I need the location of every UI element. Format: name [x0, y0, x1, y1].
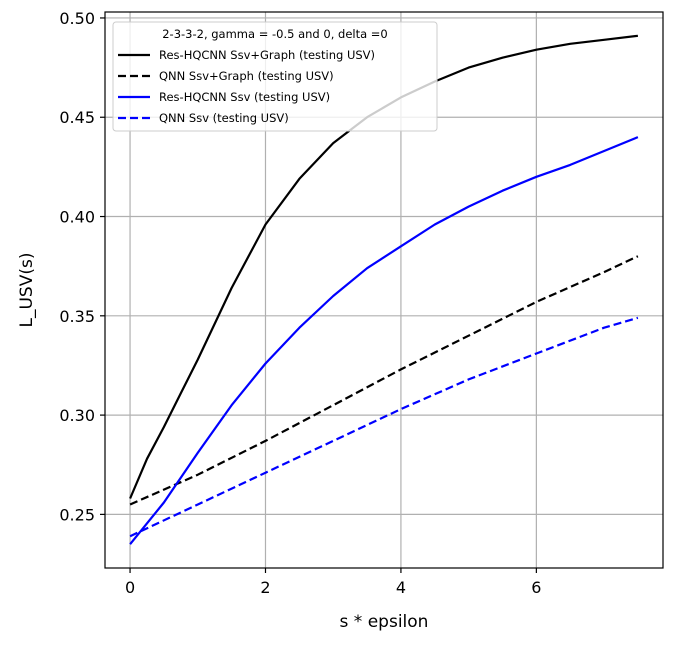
y-tick-label: 0.35: [59, 307, 95, 326]
x-tick-label: 0: [125, 578, 135, 597]
y-axis-title: L_USV(s): [17, 253, 37, 328]
legend-label: QNN Ssv (testing USV): [159, 111, 289, 125]
y-tick-label: 0.25: [59, 505, 95, 524]
legend-label: Res-HQCNN Ssv+Graph (testing USV): [159, 48, 375, 62]
y-tick-label: 0.40: [59, 208, 95, 227]
x-axis-title: s * epsilon: [340, 612, 429, 632]
x-tick-label: 2: [260, 578, 270, 597]
legend: 2-3-3-2, gamma = -0.5 and 0, delta =0 Re…: [112, 21, 438, 132]
y-tick-label: 0.50: [59, 9, 95, 28]
ticks: 0 2 4 6 0.25 0.30 0.35 0.40 0.45 0.50: [59, 9, 541, 597]
y-tick-label: 0.30: [59, 406, 95, 425]
x-tick-label: 6: [531, 578, 541, 597]
plot-frame: [104, 11, 664, 569]
series-line: [129, 316, 639, 538]
series-line: [129, 136, 639, 545]
legend-label: QNN Ssv+Graph (testing USV): [159, 69, 334, 83]
legend-title: 2-3-3-2, gamma = -0.5 and 0, delta =0: [162, 27, 388, 41]
x-tick-label: 4: [396, 578, 406, 597]
legend-label: Res-HQCNN Ssv (testing USV): [159, 90, 330, 104]
legend-box: [112, 21, 438, 132]
grid: [105, 12, 663, 568]
y-tick-label: 0.45: [59, 108, 95, 127]
series-line: [129, 255, 639, 506]
